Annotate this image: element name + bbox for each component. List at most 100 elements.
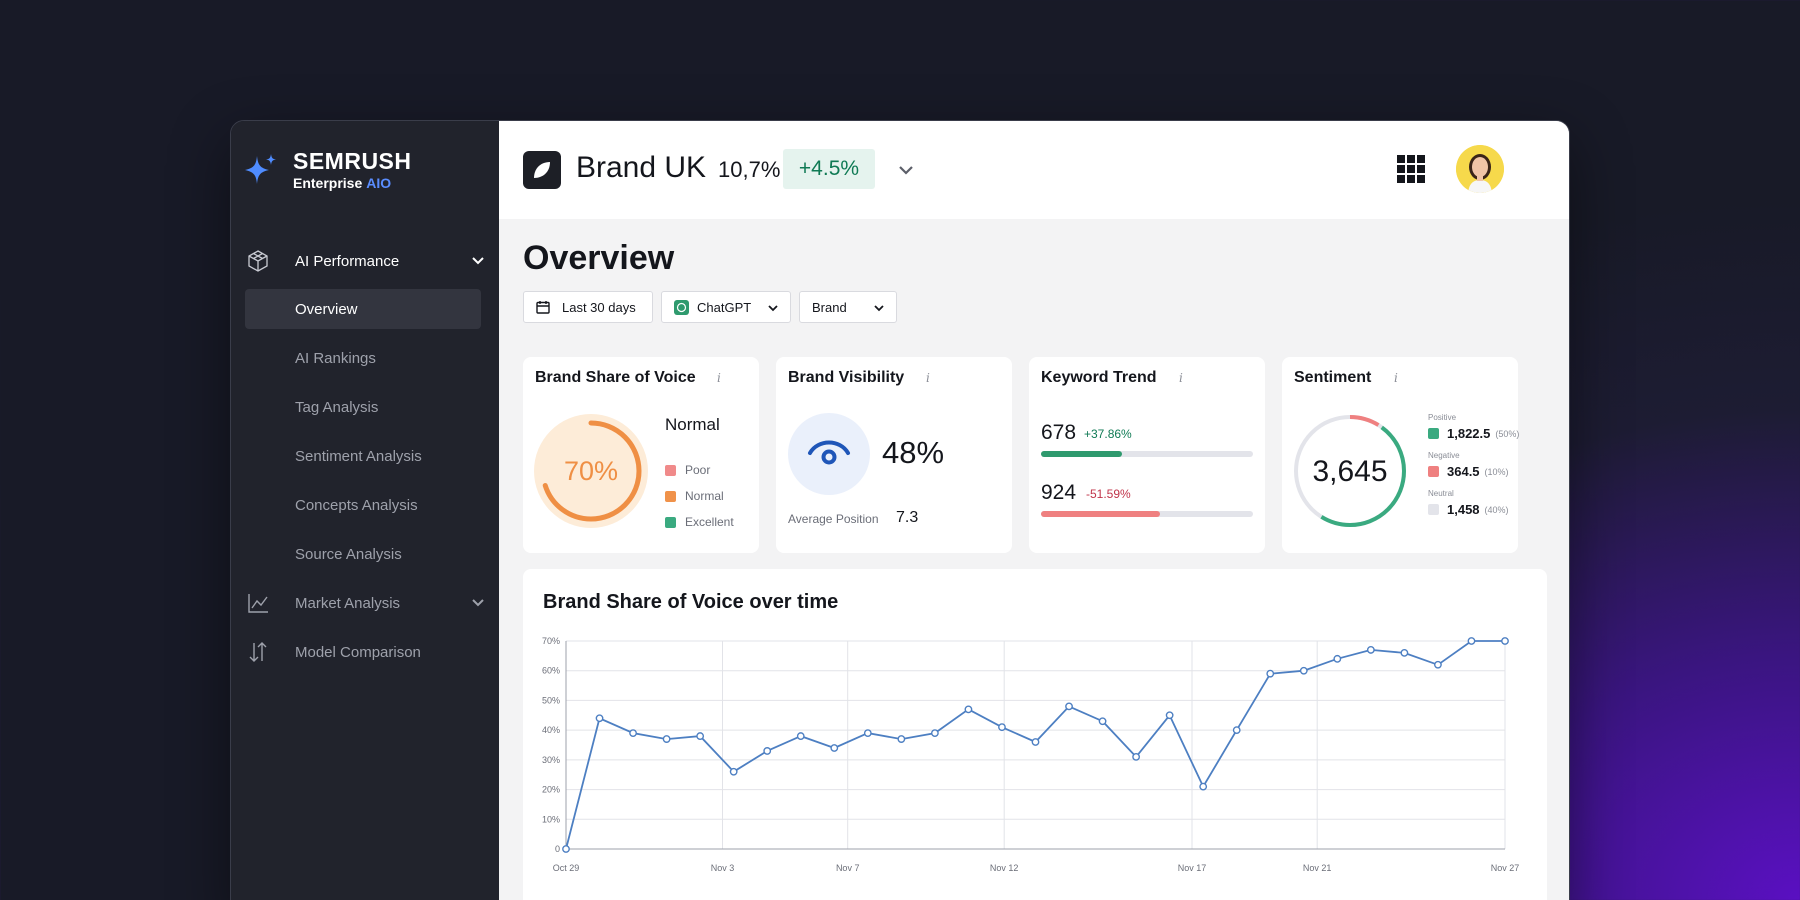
sentiment-pct: (40%) [1484, 504, 1509, 515]
chevron-down-icon[interactable] [897, 161, 915, 179]
user-avatar-icon [1456, 145, 1504, 193]
sidebar-group-market-analysis[interactable]: Market Analysis [231, 581, 499, 625]
y-tick-label: 0 [555, 844, 560, 854]
chart-title: Brand Share of Voice over time [543, 591, 839, 613]
sidebar-group-ai-performance[interactable]: AI Performance [231, 239, 499, 283]
average-position-value: 7.3 [896, 509, 919, 526]
brand-percentage: 10,7% [718, 157, 781, 182]
sort-arrows-icon [249, 642, 267, 662]
data-point [595, 714, 604, 723]
sentiment-legend: Positive 1,822.5 (50%) Negative 364.5 (1… [1428, 413, 1519, 517]
chevron-down-icon[interactable] [471, 596, 485, 610]
sidebar-item-tag-analysis[interactable]: Tag Analysis [245, 387, 481, 427]
y-tick-label: 50% [542, 695, 560, 705]
data-point [729, 767, 738, 776]
sidebar-group-label: Market Analysis [295, 594, 401, 612]
calendar-icon [536, 301, 550, 314]
sparkle-icon [245, 154, 276, 184]
entity-filter[interactable]: Brand [799, 291, 897, 323]
sentiment-row: 1,458 (40%) [1428, 502, 1519, 517]
info-icon[interactable]: i [1179, 371, 1183, 385]
date-range-label: Last 30 days [562, 299, 636, 315]
share-of-voice-value: 70% [564, 456, 618, 486]
sentiment-label: Negative [1428, 451, 1460, 460]
data-point [696, 732, 705, 740]
card-title: Brand Visibility [788, 369, 905, 386]
brand-visibility-card: Brand Visibility i 48% Average Position … [776, 357, 1012, 553]
chevron-down-icon [768, 305, 778, 312]
card-title: Keyword Trend [1041, 369, 1157, 386]
legend-label: Excellent [685, 515, 734, 529]
apps-grid-icon[interactable] [1397, 155, 1425, 183]
legend-item: Poor [665, 457, 734, 483]
info-icon[interactable]: i [1394, 371, 1398, 385]
date-range-filter[interactable]: Last 30 days [523, 291, 653, 323]
legend-label: Poor [685, 463, 711, 477]
brand-delta-badge: +4.5% [783, 149, 875, 189]
data-point [998, 723, 1006, 732]
sidebar-item-label: Source Analysis [295, 545, 402, 563]
visibility-value: 48% [882, 435, 945, 470]
x-tick-label: Nov 27 [1491, 863, 1520, 873]
data-point [763, 747, 772, 755]
sentiment-total: 3,645 [1312, 455, 1387, 488]
legend-swatch [1428, 428, 1439, 439]
sidebar-group-model-comparison[interactable]: Model Comparison [231, 630, 499, 674]
data-point [1299, 666, 1308, 675]
data-point [863, 729, 872, 738]
data-point [1165, 711, 1174, 720]
info-icon[interactable]: i [926, 371, 930, 385]
keyword-trend-delta: +37.86% [1084, 427, 1132, 441]
avatar[interactable] [1456, 145, 1504, 193]
logo-title: SEMRUSH [293, 148, 412, 174]
data-point [1065, 702, 1073, 711]
sidebar-item-label: Overview [295, 300, 358, 318]
sidebar-item-source-analysis[interactable]: Source Analysis [245, 534, 481, 574]
data-point [1333, 654, 1342, 663]
keyword-trend-bar-track [1041, 511, 1253, 517]
sidebar-item-concepts-analysis[interactable]: Concepts Analysis [245, 485, 481, 525]
data-point [830, 744, 839, 752]
sidebar-item-sentiment-analysis[interactable]: Sentiment Analysis [245, 436, 481, 476]
share-of-voice-line-chart: 0 10% 20% 30% 40% 50% 60% 70% Oct 29 Nov 3 Nov 7 No… [542, 636, 1520, 873]
y-tick-label: 60% [542, 666, 560, 676]
card-title: Sentiment [1294, 369, 1372, 386]
data-point [1199, 782, 1208, 791]
sidebar-item-label: Concepts Analysis [295, 496, 418, 514]
page-title: Overview [523, 239, 675, 277]
data-point [1400, 648, 1409, 657]
legend-swatch [665, 464, 676, 476]
logo-sub-accent: AIO [366, 175, 392, 191]
sidebar-group-label: Model Comparison [295, 643, 421, 661]
model-filter[interactable]: ChatGPT [661, 291, 791, 323]
sentiment-value: 1,458 [1447, 502, 1480, 517]
chevron-down-icon [874, 305, 884, 312]
data-point [629, 729, 637, 738]
data-point [1098, 717, 1107, 726]
keyword-trend-value: 678 [1041, 421, 1077, 444]
keyword-trend-bar-fill [1041, 451, 1122, 457]
share-of-voice-card: Brand Share of Voice i 70% Normal Poor N… [523, 357, 759, 553]
data-point [1031, 738, 1040, 746]
sentiment-pct: (10%) [1484, 466, 1509, 477]
y-tick-label: 70% [542, 636, 560, 646]
sidebar-item-label: Tag Analysis [295, 398, 379, 416]
x-tick-label: Oct 29 [553, 863, 580, 873]
info-icon[interactable]: i [717, 371, 721, 385]
sentiment-value: 364.5 [1447, 464, 1480, 479]
logo[interactable]: SEMRUSH Enterprise AIO [243, 149, 412, 191]
keyword-trend-bar-fill [1041, 511, 1160, 517]
chevron-down-icon[interactable] [471, 254, 485, 268]
legend-swatch [665, 516, 676, 528]
sidebar-item-ai-rankings[interactable]: AI Rankings [245, 338, 481, 378]
top-bar: Brand UK 10,7% +4.5% [499, 121, 1569, 219]
data-point [1467, 637, 1476, 645]
data-point [930, 729, 939, 738]
eye-icon [808, 440, 850, 465]
legend-item: Excellent [665, 509, 734, 535]
sidebar-item-label: AI Rankings [295, 349, 376, 367]
legend-item: Normal [665, 483, 734, 509]
sidebar-item-overview[interactable]: Overview [245, 289, 481, 329]
sentiment-label: Positive [1428, 413, 1457, 422]
brand-name[interactable]: Brand UK [576, 151, 707, 184]
